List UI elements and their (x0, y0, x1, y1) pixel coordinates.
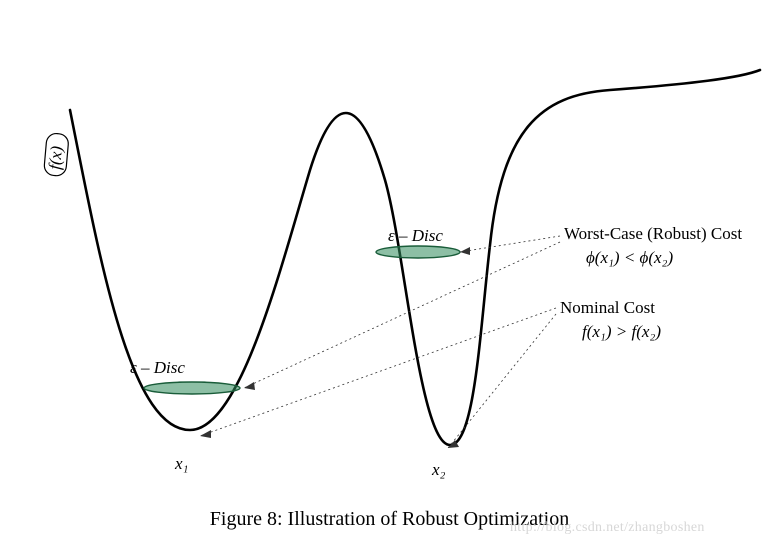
y-axis-label-group: f(x) (44, 133, 70, 177)
leader-nominal-1 (200, 308, 556, 436)
x2-label: x₂ (432, 460, 445, 480)
leader-arrowheads (200, 247, 470, 448)
worst-case-title: Worst-Case (Robust) Cost (564, 224, 742, 244)
source-watermark: http://blog.csdn.net/zhangboshen (510, 520, 705, 536)
nominal-relation: f(x₁) > f(x₂) (582, 322, 661, 342)
leader-worst-1 (460, 236, 560, 252)
eps-disc-label-right: ε – Disc (388, 226, 443, 246)
arrowhead-2 (244, 382, 255, 390)
arrowhead-3 (200, 430, 211, 438)
eps-disc-right (376, 246, 460, 258)
y-axis-label: f(x) (45, 145, 66, 170)
leader-lines (200, 236, 560, 448)
nominal-title: Nominal Cost (560, 298, 655, 318)
leader-nominal-2 (448, 314, 556, 448)
arrowhead-1 (460, 247, 470, 255)
eps-disc-label-left: ε – Disc (130, 358, 185, 378)
x1-label: x₁ (175, 454, 188, 474)
worst-case-relation: ϕ(x₁) < ϕ(x₂) (586, 248, 673, 268)
eps-disc-left (144, 382, 240, 394)
